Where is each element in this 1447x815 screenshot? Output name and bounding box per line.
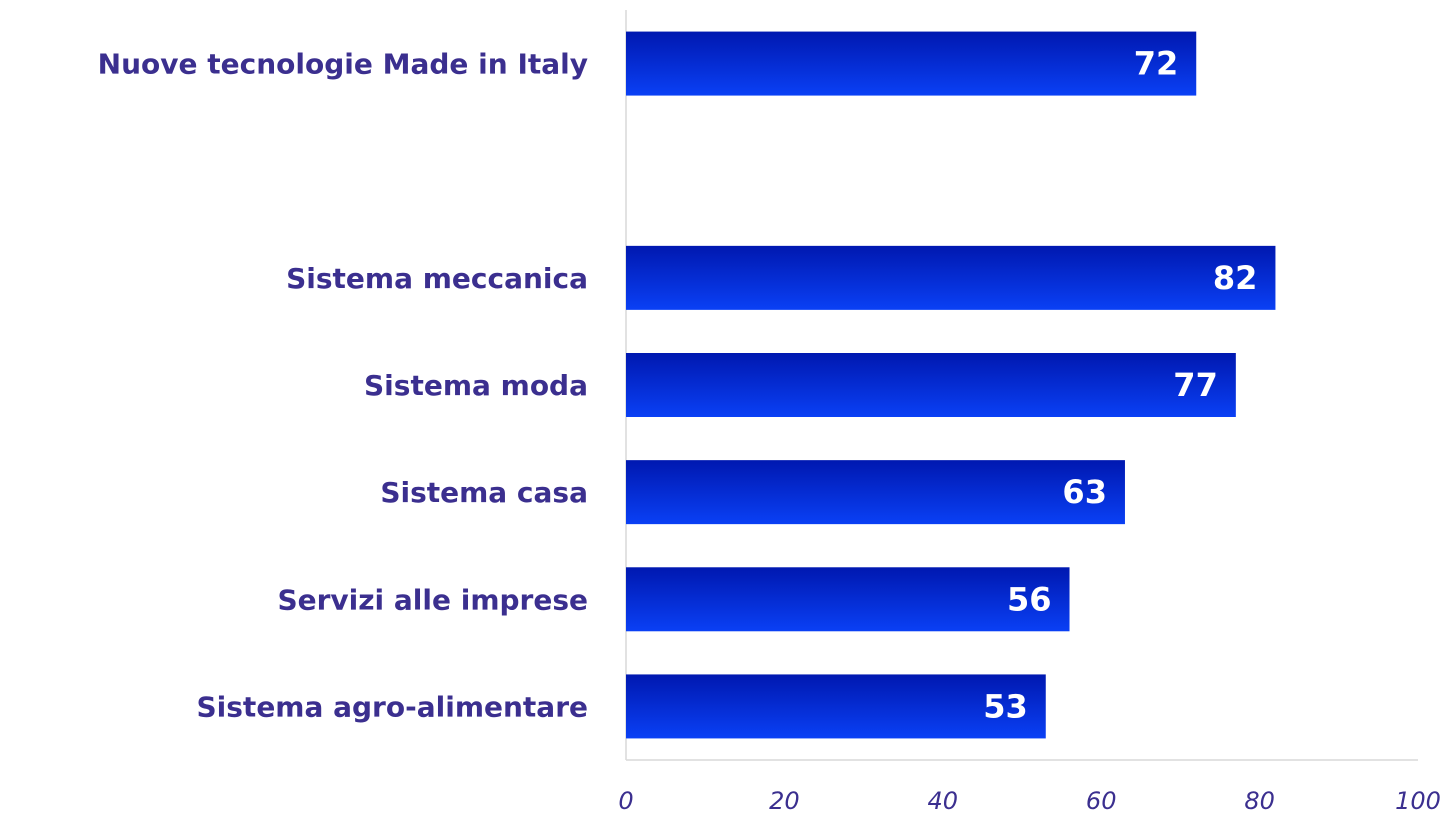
bar (626, 567, 1070, 632)
x-tick-label: 40 (928, 787, 959, 815)
x-tick-label: 0 (618, 787, 633, 815)
bar (626, 245, 1276, 310)
bar (626, 674, 1046, 739)
bar (626, 31, 1197, 96)
data-label: 77 (1173, 366, 1218, 404)
y-tick-label: Sistema agro-alimentare (197, 690, 589, 723)
data-label: 63 (1062, 473, 1107, 511)
y-tick-label: Nuove tecnologie Made in Italy (98, 48, 588, 81)
x-tick-label: 60 (1086, 787, 1117, 815)
x-tick-label: 20 (769, 787, 800, 815)
data-label: 56 (1007, 580, 1052, 618)
y-tick-label: Sistema moda (364, 369, 588, 402)
x-tick-label: 80 (1244, 787, 1275, 815)
y-tick-label: Sistema meccanica (286, 262, 588, 295)
x-tick-label: 100 (1395, 787, 1441, 815)
data-label: 82 (1213, 259, 1258, 297)
bar (626, 353, 1236, 417)
data-label: 72 (1134, 45, 1179, 83)
y-tick-label: Servizi alle imprese (277, 583, 588, 616)
y-tick-label: Sistema casa (380, 476, 588, 509)
bar (626, 460, 1125, 525)
data-label: 53 (983, 687, 1028, 725)
